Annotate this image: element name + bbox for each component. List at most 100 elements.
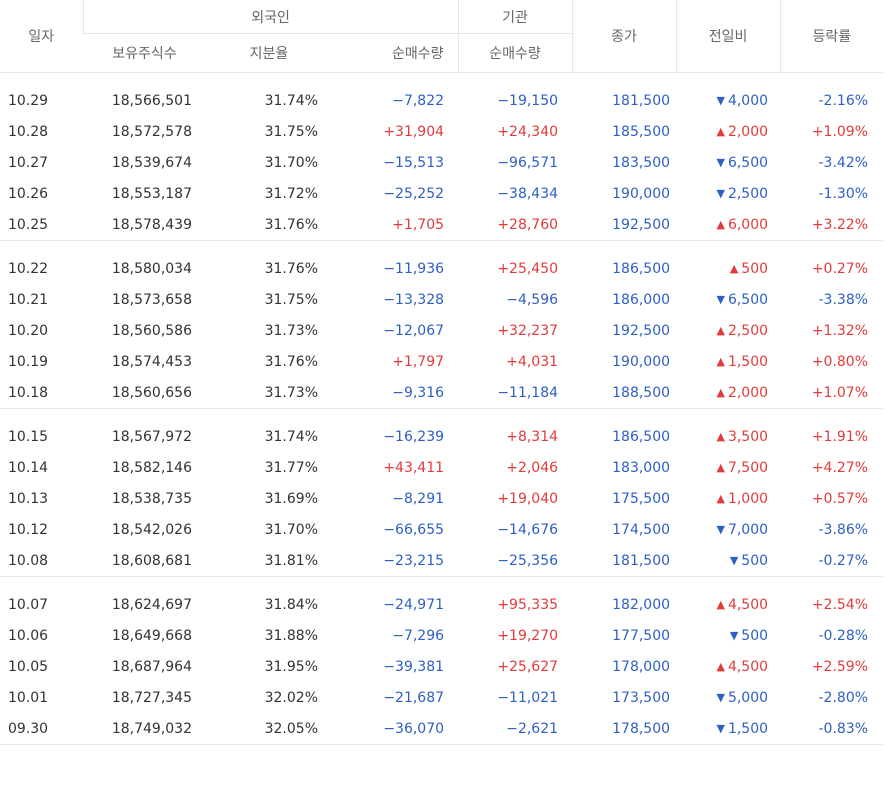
cell-inst-net: +4,031	[506, 353, 559, 370]
cell-foreign-holdings: 18,538,735	[111, 490, 192, 507]
cell-foreign-ratio: 31.74%	[264, 428, 318, 445]
cell-inst-net: −25,356	[497, 552, 559, 569]
table-row: 10.20 18,560,586 31.73% −12,067 +32,237 192,5…	[0, 315, 883, 346]
cell-inst-net: −11,184	[497, 384, 559, 401]
cell-rate: -1.30%	[818, 185, 869, 202]
cell-change: ▲ 4,500	[676, 651, 780, 682]
cell-rate: +0.80%	[811, 353, 869, 370]
cell-date: 10.26	[8, 185, 49, 202]
cell-rate: +3.22%	[811, 216, 869, 233]
cell-change: ▲ 6,000	[676, 209, 780, 241]
cell-foreign-net: +43,411	[383, 459, 445, 476]
cell-foreign-ratio: 31.73%	[264, 384, 318, 401]
table-row: 10.21 18,573,658 31.75% −13,328 −4,596 186,00…	[0, 284, 883, 315]
cell-change-value: 4,500	[727, 596, 769, 613]
cell-change: ▲ 500	[676, 253, 780, 284]
cell-close: 173,500	[612, 689, 671, 706]
triangle-down-icon: ▼	[716, 292, 725, 306]
triangle-up-icon: ▲	[716, 659, 725, 673]
header-inst-net: 순매수량	[457, 33, 573, 73]
cell-change-value: 4,000	[727, 92, 769, 109]
cell-change-value: 500	[741, 627, 769, 644]
cell-change-value: 3,500	[727, 428, 769, 445]
cell-close: 186,000	[612, 291, 671, 308]
cell-change: ▲ 7,500	[676, 452, 780, 483]
triangle-down-icon: ▼	[716, 186, 725, 200]
cell-change: ▼ 500	[676, 545, 780, 577]
cell-change: ▼ 5,000	[676, 682, 780, 713]
cell-foreign-holdings: 18,567,972	[111, 428, 192, 445]
cell-date: 10.18	[8, 384, 49, 401]
triangle-up-icon: ▲	[716, 124, 725, 138]
header-date: 일자	[28, 29, 55, 45]
cell-change-value: 6,500	[727, 291, 769, 308]
cell-change-value: 1,500	[727, 720, 769, 737]
table-row: 10.08 18,608,681 31.81% −23,215 −25,356 181,5…	[0, 545, 883, 577]
cell-foreign-holdings: 18,580,034	[111, 260, 192, 277]
cell-close: 185,500	[612, 123, 671, 140]
cell-date: 10.21	[8, 291, 49, 308]
cell-foreign-holdings: 18,649,668	[111, 627, 192, 644]
cell-inst-net: −11,021	[497, 689, 559, 706]
triangle-down-icon: ▼	[716, 721, 725, 735]
cell-inst-net: +2,046	[506, 459, 559, 476]
cell-date: 10.25	[8, 216, 49, 233]
cell-inst-net: −4,596	[506, 291, 559, 308]
cell-close: 182,000	[612, 596, 671, 613]
cell-foreign-net: −24,971	[383, 596, 445, 613]
triangle-up-icon: ▲	[716, 385, 725, 399]
cell-close: 181,500	[612, 92, 671, 109]
cell-date: 10.01	[8, 689, 49, 706]
header-foreign-net: 순매수량	[332, 33, 459, 73]
cell-rate: -3.42%	[818, 154, 869, 171]
cell-change-value: 500	[741, 552, 769, 569]
cell-foreign-ratio: 31.74%	[264, 92, 318, 109]
cell-foreign-net: −16,239	[383, 428, 445, 445]
cell-rate: +2.59%	[811, 658, 869, 675]
cell-close: 192,500	[612, 216, 671, 233]
cell-rate: +1.09%	[811, 123, 869, 140]
cell-rate: -2.80%	[818, 689, 869, 706]
table-row: 10.29 18,566,501 31.74% −7,822 −19,150 181,50…	[0, 85, 883, 116]
table-row: 10.01 18,727,345 32.02% −21,687 −11,021 173,5…	[0, 682, 883, 713]
cell-foreign-ratio: 31.95%	[264, 658, 318, 675]
row-group: 10.22 18,580,034 31.76% −11,936 +25,450 186,5…	[0, 241, 884, 409]
cell-close: 190,000	[612, 353, 671, 370]
cell-foreign-holdings: 18,553,187	[111, 185, 192, 202]
cell-change-value: 7,500	[727, 459, 769, 476]
cell-date: 10.05	[8, 658, 49, 675]
cell-foreign-holdings: 18,727,345	[111, 689, 192, 706]
cell-foreign-net: +31,904	[383, 123, 445, 140]
cell-inst-net: +19,040	[497, 490, 559, 507]
cell-foreign-ratio: 31.70%	[264, 521, 318, 538]
cell-change-value: 1,000	[727, 490, 769, 507]
cell-foreign-holdings: 18,542,026	[111, 521, 192, 538]
cell-foreign-ratio: 32.02%	[264, 689, 318, 706]
header-foreign-ratio: 지분율	[206, 33, 332, 73]
cell-foreign-holdings: 18,560,656	[111, 384, 192, 401]
header-foreign-holdings: 보유주식수	[83, 33, 206, 73]
cell-foreign-holdings: 18,573,658	[111, 291, 192, 308]
cell-foreign-holdings: 18,578,439	[111, 216, 192, 233]
cell-rate: +0.57%	[811, 490, 869, 507]
cell-foreign-holdings: 18,582,146	[111, 459, 192, 476]
triangle-down-icon: ▼	[729, 628, 739, 642]
cell-inst-net: +32,237	[497, 322, 559, 339]
cell-change-value: 1,500	[727, 353, 769, 370]
cell-foreign-net: −23,215	[383, 552, 445, 569]
cell-date: 10.08	[8, 552, 49, 569]
cell-rate: +1.91%	[811, 428, 869, 445]
cell-change: ▲ 2,000	[676, 116, 780, 147]
triangle-up-icon: ▲	[729, 261, 739, 275]
cell-rate: +2.54%	[811, 596, 869, 613]
cell-foreign-net: −7,296	[392, 627, 445, 644]
triangle-down-icon: ▼	[729, 553, 739, 567]
cell-inst-net: −96,571	[497, 154, 559, 171]
cell-rate: +1.32%	[811, 322, 869, 339]
cell-change: ▲ 2,500	[676, 315, 780, 346]
table-row: 10.07 18,624,697 31.84% −24,971 +95,335 182,0…	[0, 589, 883, 620]
cell-inst-net: +8,314	[506, 428, 559, 445]
cell-foreign-ratio: 31.81%	[264, 552, 318, 569]
triangle-down-icon: ▼	[716, 522, 725, 536]
cell-change-value: 2,000	[727, 123, 769, 140]
